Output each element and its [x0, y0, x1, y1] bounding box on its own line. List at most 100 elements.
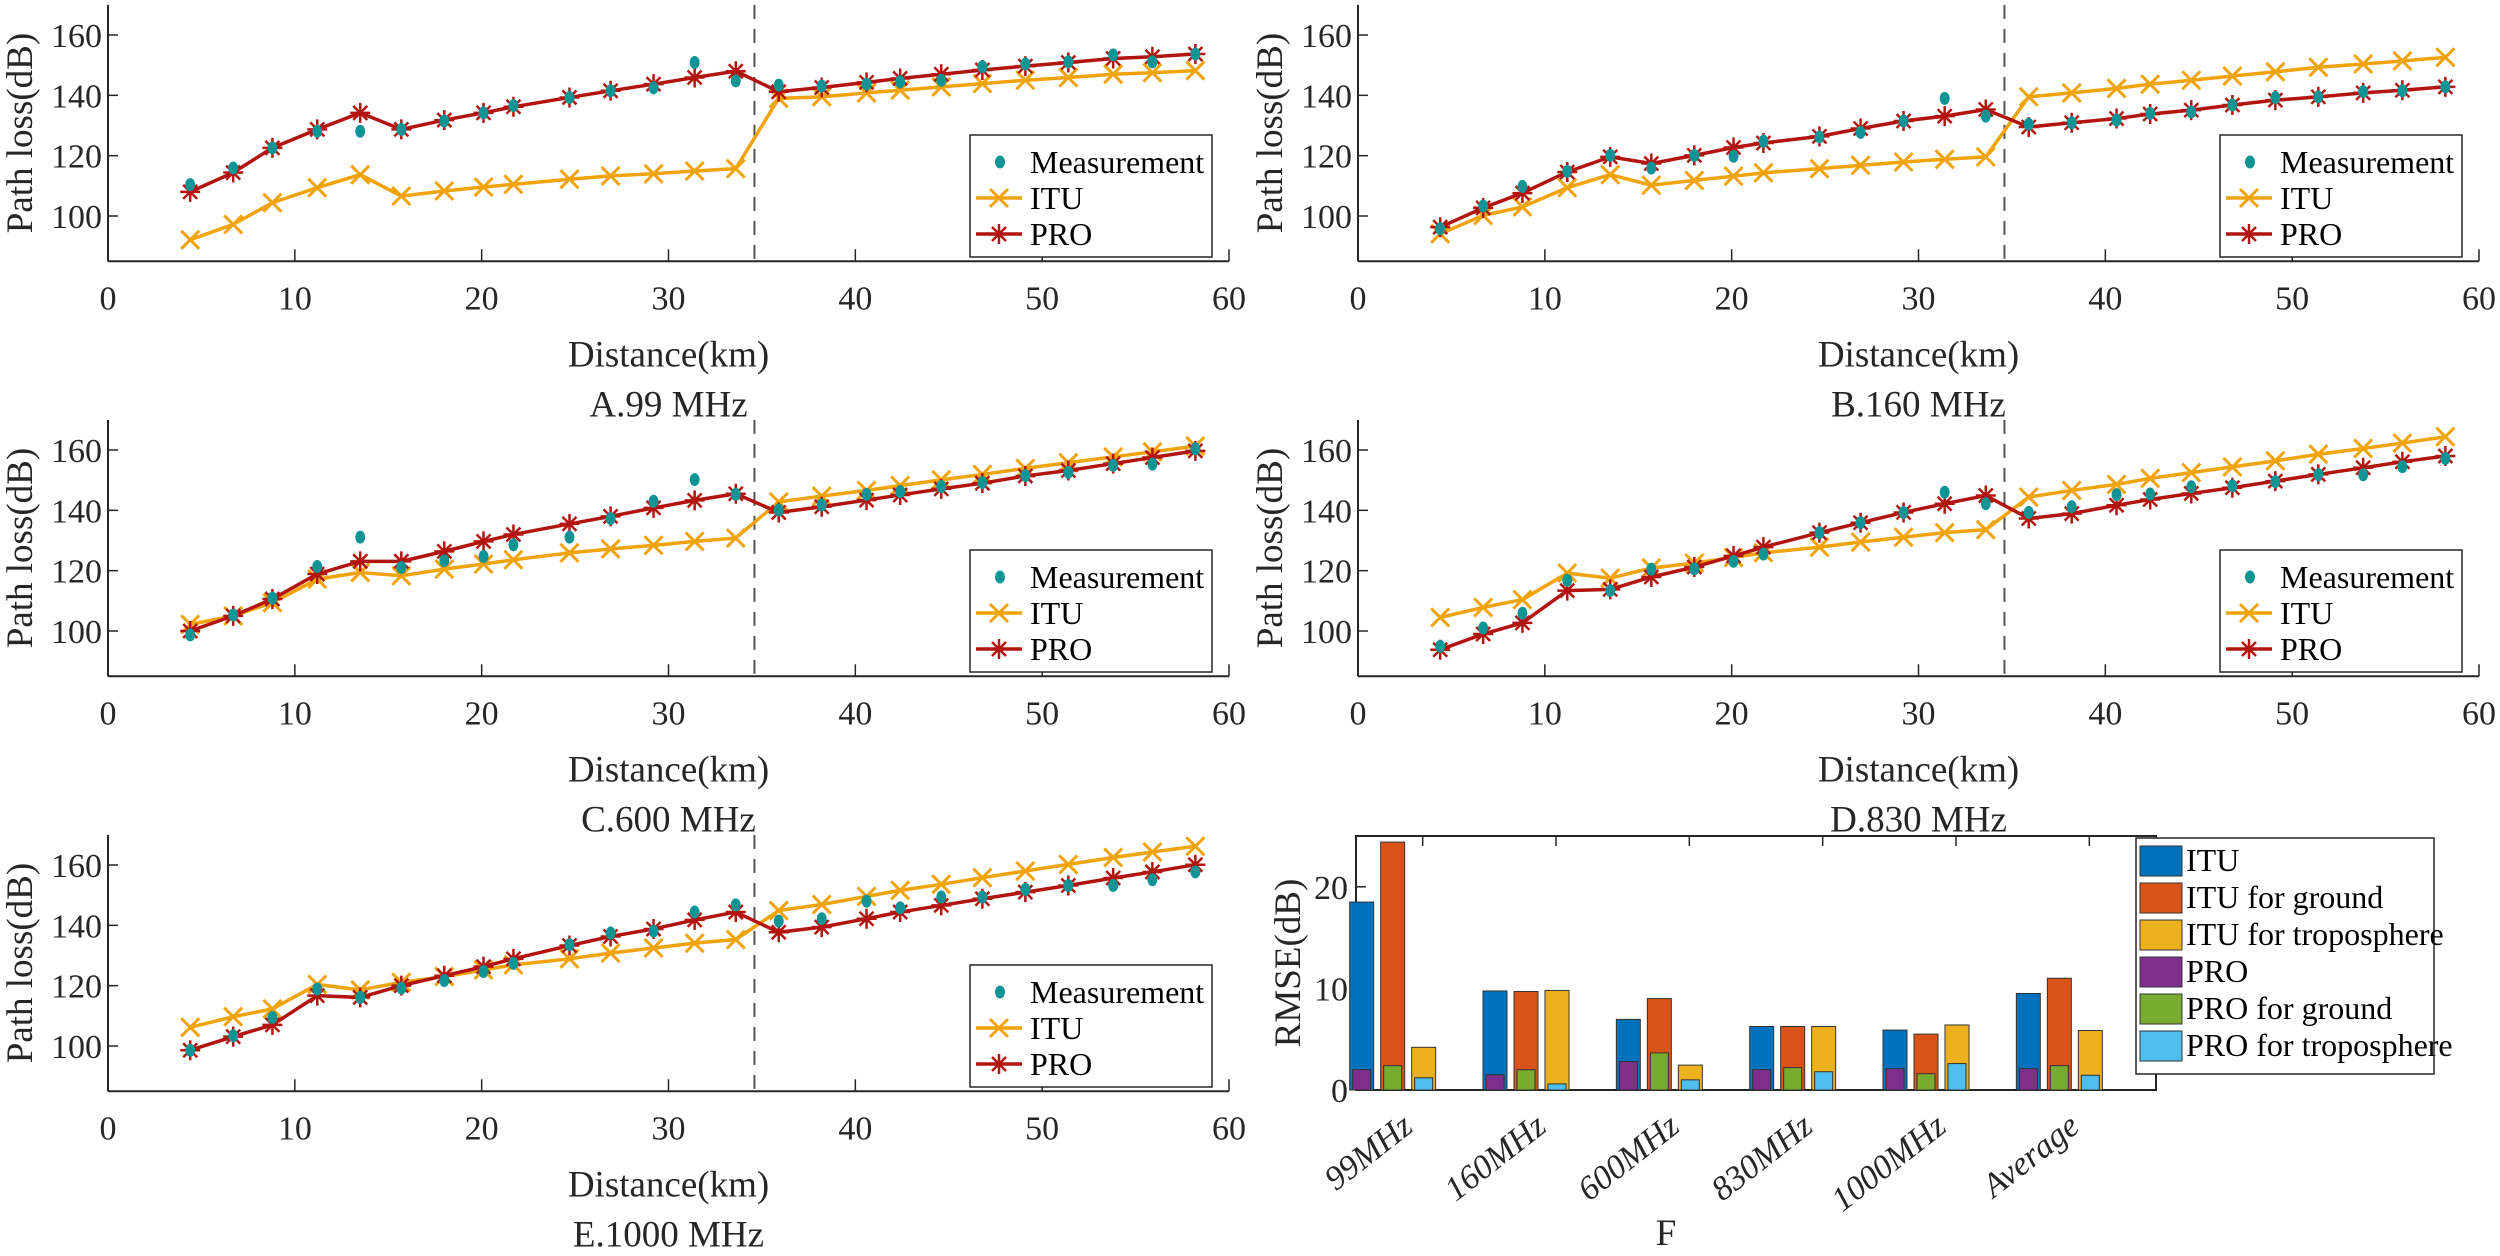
point-measurement — [861, 487, 872, 501]
point-measurement — [605, 926, 616, 940]
point-itu — [1723, 166, 1744, 187]
legend-marker-pro — [2239, 224, 2259, 244]
point-measurement — [1190, 865, 1201, 879]
legend-swatch-pro-for-troposphere — [2139, 1030, 2183, 1062]
legend-marker-itu — [988, 1017, 1010, 1039]
point-itu — [1103, 64, 1124, 85]
point-measurement — [478, 964, 489, 978]
point-measurement — [1728, 149, 1739, 163]
x-tick-label: 40 — [838, 1110, 872, 1147]
point-measurement — [2440, 451, 2451, 465]
point-itu — [2222, 65, 2243, 87]
y-tick-label: 100 — [51, 614, 102, 651]
point-itu — [473, 553, 494, 575]
point-pro — [1934, 493, 1955, 514]
point-measurement — [1814, 526, 1825, 540]
point-itu — [2435, 47, 2456, 68]
legend-marker-itu — [988, 187, 1010, 209]
legend-label-itu: ITU — [2280, 595, 2333, 631]
x-tick-label: 0 — [100, 280, 117, 317]
point-pro — [1142, 447, 1163, 468]
bar-pro-for-troposphere — [1680, 1079, 1700, 1091]
point-measurement — [936, 73, 947, 87]
x-tick-label: 50 — [1025, 280, 1059, 317]
point-measurement — [1758, 134, 1769, 148]
chart-panel-D: 0 10 20 30 40 50 60 100 120 140 160 Distance(km) Pat… — [1250, 419, 2496, 840]
point-itu — [2061, 480, 2082, 501]
point-measurement — [861, 77, 872, 91]
y-tick-label: 120 — [51, 139, 102, 176]
point-measurement — [816, 498, 827, 512]
x-tick-label: 10 — [1528, 280, 1562, 317]
point-itu — [223, 1006, 244, 1027]
point-measurement — [773, 503, 784, 517]
y-tick-label: 100 — [1301, 614, 1352, 651]
y-tick-label: 120 — [1301, 554, 1352, 591]
point-measurement — [1980, 497, 1991, 511]
x-tick-label: 40 — [838, 280, 872, 317]
legend-label: ITU for troposphere — [2186, 916, 2444, 952]
x-tick-label: 60 — [2462, 695, 2496, 732]
point-pro — [931, 895, 952, 916]
point-measurement — [267, 591, 278, 605]
point-measurement — [396, 560, 407, 574]
legend-marker-measurement — [995, 570, 1005, 584]
point-itu — [1015, 70, 1036, 91]
point-pro — [1142, 861, 1163, 882]
point-measurement — [936, 480, 947, 494]
legend-marker-measurement — [995, 985, 1005, 999]
bar-pro-for-troposphere — [1814, 1071, 1834, 1091]
point-pro — [768, 81, 789, 102]
point-pro — [559, 513, 580, 534]
point-itu — [1142, 62, 1163, 83]
y-tick-label: 140 — [51, 493, 102, 530]
point-measurement — [730, 898, 741, 912]
point-measurement — [2313, 468, 2324, 482]
point-measurement — [816, 912, 827, 926]
point-measurement — [267, 141, 278, 155]
point-measurement — [1063, 465, 1074, 479]
point-itu — [2018, 86, 2039, 107]
point-itu — [2106, 78, 2127, 99]
bar-pro — [1485, 1074, 1505, 1091]
point-itu — [1850, 155, 1871, 176]
point-measurement — [1517, 606, 1528, 620]
point-pro — [1557, 580, 1578, 601]
x-category-label: 1000MHz — [1824, 1107, 1952, 1219]
point-pro — [725, 902, 746, 923]
point-measurement — [2066, 500, 2077, 514]
x-tick-label: 50 — [2275, 695, 2309, 732]
y-tick-label: 20 — [1314, 870, 1348, 907]
legend-label-pro: PRO — [1030, 216, 1092, 252]
point-measurement — [1147, 55, 1158, 69]
point-itu — [643, 535, 664, 556]
point-measurement — [2145, 487, 2156, 501]
point-itu — [1512, 196, 1533, 218]
point-pro — [1103, 867, 1124, 888]
x-category-label: 99MHz — [1318, 1107, 1420, 1198]
point-itu — [725, 528, 746, 549]
point-itu — [1430, 607, 1451, 628]
point-itu — [600, 165, 621, 186]
point-pro — [307, 985, 328, 1006]
point-measurement — [1980, 109, 1991, 123]
x-tick-label: 20 — [465, 695, 499, 732]
point-measurement — [1063, 879, 1074, 893]
point-pro — [1975, 485, 1996, 506]
x-tick-label: 0 — [1350, 695, 1367, 732]
point-measurement — [185, 1043, 196, 1057]
point-itu — [2018, 486, 2039, 508]
point-measurement — [508, 956, 519, 970]
point-measurement — [312, 982, 323, 996]
point-measurement — [648, 494, 659, 508]
x-tick-label: 60 — [2462, 280, 2496, 317]
y-tick-label: 120 — [51, 554, 102, 591]
point-measurement — [1689, 562, 1700, 576]
panel-title: B.160 MHz — [1831, 384, 2006, 425]
bar-pro-for-ground — [1783, 1067, 1803, 1091]
point-pro — [434, 541, 455, 562]
point-itu — [1142, 841, 1163, 863]
point-measurement — [1063, 55, 1074, 69]
point-pro — [684, 67, 705, 88]
bar-pro — [1752, 1069, 1772, 1091]
